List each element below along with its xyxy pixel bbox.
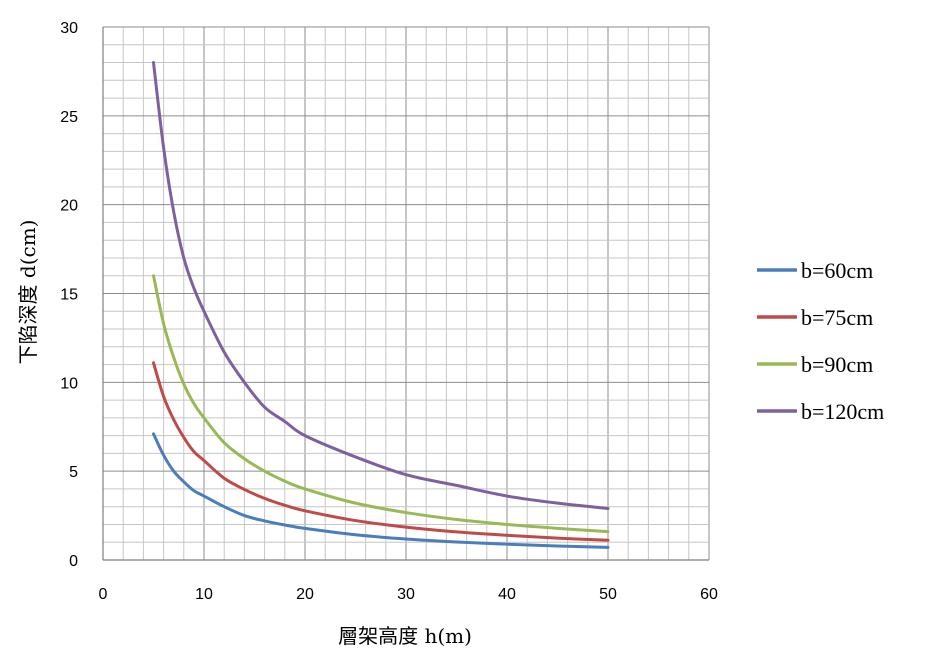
series-line-3	[152, 274, 610, 534]
grid	[102, 26, 710, 561]
legend-label: b=90cm	[801, 352, 873, 377]
x-tick-labels: 0 10 20 30 40 50 60	[99, 586, 718, 603]
y-tick-label: 25	[60, 109, 78, 126]
y-axis-title: 下陷深度 d(cm)	[16, 220, 40, 365]
y-tick-label: 30	[60, 20, 78, 37]
x-tick-label: 30	[397, 586, 415, 603]
legend: b=60cm b=75cm b=90cm b=120cm	[757, 258, 884, 424]
x-tick-label: 20	[296, 586, 314, 603]
y-tick-labels: 0 5 10 15 20 25 30	[60, 20, 78, 570]
legend-label: b=120cm	[801, 399, 884, 424]
x-axis-title: 層架高度 h(m)	[338, 624, 472, 648]
y-tick-label: 0	[69, 553, 78, 570]
x-tick-label: 10	[195, 586, 213, 603]
x-tick-label: 40	[498, 586, 516, 603]
legend-label: b=60cm	[801, 258, 873, 283]
legend-label: b=75cm	[801, 305, 873, 330]
x-tick-label: 60	[700, 586, 718, 603]
y-tick-label: 10	[60, 375, 78, 392]
series-line-4	[152, 61, 610, 510]
series-lines	[152, 61, 610, 549]
axes	[102, 27, 709, 561]
series-line-2	[152, 361, 610, 542]
y-tick-label: 5	[69, 464, 78, 481]
y-tick-label: 20	[60, 198, 78, 215]
series-line-1	[152, 432, 610, 549]
y-tick-label: 15	[60, 287, 78, 304]
x-tick-label: 50	[599, 586, 617, 603]
x-tick-label: 0	[99, 586, 108, 603]
